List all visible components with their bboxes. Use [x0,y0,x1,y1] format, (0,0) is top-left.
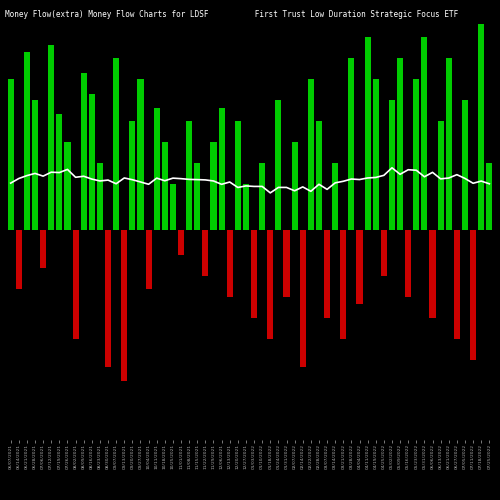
Bar [218,108,224,230]
Bar [364,37,370,230]
Bar [178,230,184,255]
Bar [202,230,208,276]
Bar [438,121,444,230]
Bar [356,230,362,304]
Bar [194,163,200,230]
Bar [251,230,257,318]
Bar [80,72,86,230]
Bar [8,79,14,230]
Bar [405,230,411,297]
Bar [324,230,330,318]
Bar [381,230,387,276]
Bar [284,230,290,297]
Bar [478,24,484,230]
Bar [210,142,216,230]
Bar [446,58,452,230]
Bar [292,142,298,230]
Bar [40,230,46,268]
Bar [422,37,428,230]
Bar [486,163,492,230]
Bar [316,121,322,230]
Bar [113,58,119,230]
Bar [72,230,78,339]
Bar [32,100,38,230]
Bar [430,230,436,318]
Bar [397,58,403,230]
Bar [340,230,346,339]
Bar [89,94,95,230]
Bar [235,121,241,230]
Bar [300,230,306,366]
Bar [226,230,233,297]
Bar [414,79,420,230]
Bar [389,100,395,230]
Bar [146,230,152,289]
Bar [348,58,354,230]
Bar [332,163,338,230]
Bar [56,114,62,230]
Bar [308,79,314,230]
Bar [48,45,54,230]
Bar [97,163,103,230]
Bar [170,184,176,230]
Bar [138,79,143,230]
Bar [130,121,136,230]
Bar [105,230,111,366]
Bar [154,108,160,230]
Bar [470,230,476,360]
Bar [372,79,379,230]
Bar [121,230,128,381]
Bar [64,142,70,230]
Bar [276,100,281,230]
Bar [243,184,249,230]
Bar [16,230,22,289]
Bar [186,121,192,230]
Bar [454,230,460,339]
Text: Money Flow(extra) Money Flow Charts for LDSF          First Trust Low Duration S: Money Flow(extra) Money Flow Charts for … [5,10,458,19]
Bar [462,100,468,230]
Bar [259,163,265,230]
Bar [24,52,30,230]
Bar [162,142,168,230]
Bar [267,230,274,339]
